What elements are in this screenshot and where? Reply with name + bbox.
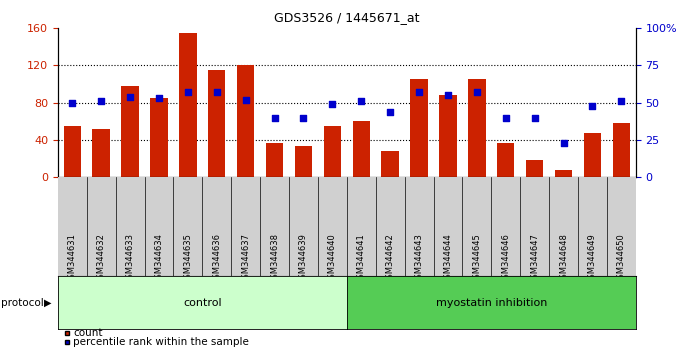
Point <box>385 109 396 114</box>
Text: control: control <box>183 298 222 308</box>
Point <box>327 101 338 107</box>
Bar <box>353 121 370 177</box>
Point <box>96 98 107 104</box>
Bar <box>92 129 110 177</box>
Bar <box>324 126 341 177</box>
Bar <box>555 170 573 177</box>
Bar <box>208 70 226 177</box>
Bar <box>266 143 284 177</box>
Point <box>529 115 540 120</box>
Text: ▶: ▶ <box>44 298 51 308</box>
Text: GDS3526 / 1445671_at: GDS3526 / 1445671_at <box>274 11 420 24</box>
Point <box>616 98 627 104</box>
Point <box>471 90 482 95</box>
Text: count: count <box>73 328 103 338</box>
Bar <box>381 151 398 177</box>
Point <box>240 97 251 103</box>
Bar <box>237 65 254 177</box>
Point <box>298 115 309 120</box>
Point <box>413 90 424 95</box>
Point <box>211 90 222 95</box>
Bar <box>613 123 630 177</box>
Bar <box>526 160 543 177</box>
Point <box>269 115 280 120</box>
Bar <box>584 133 601 177</box>
Point <box>124 94 135 99</box>
Bar <box>180 33 197 177</box>
Text: percentile rank within the sample: percentile rank within the sample <box>73 337 249 347</box>
Bar <box>497 143 515 177</box>
Bar <box>411 79 428 177</box>
Point <box>443 92 454 98</box>
Point <box>587 103 598 108</box>
Point <box>356 98 367 104</box>
Point <box>558 140 569 145</box>
Text: protocol: protocol <box>1 298 44 308</box>
Bar <box>122 86 139 177</box>
Point <box>154 95 165 101</box>
Bar <box>64 126 81 177</box>
Bar <box>295 146 312 177</box>
Point <box>500 115 511 120</box>
Text: myostatin inhibition: myostatin inhibition <box>436 298 547 308</box>
Bar <box>469 79 486 177</box>
Point <box>67 100 78 105</box>
Bar <box>150 98 168 177</box>
Point <box>182 90 193 95</box>
Bar <box>439 95 457 177</box>
